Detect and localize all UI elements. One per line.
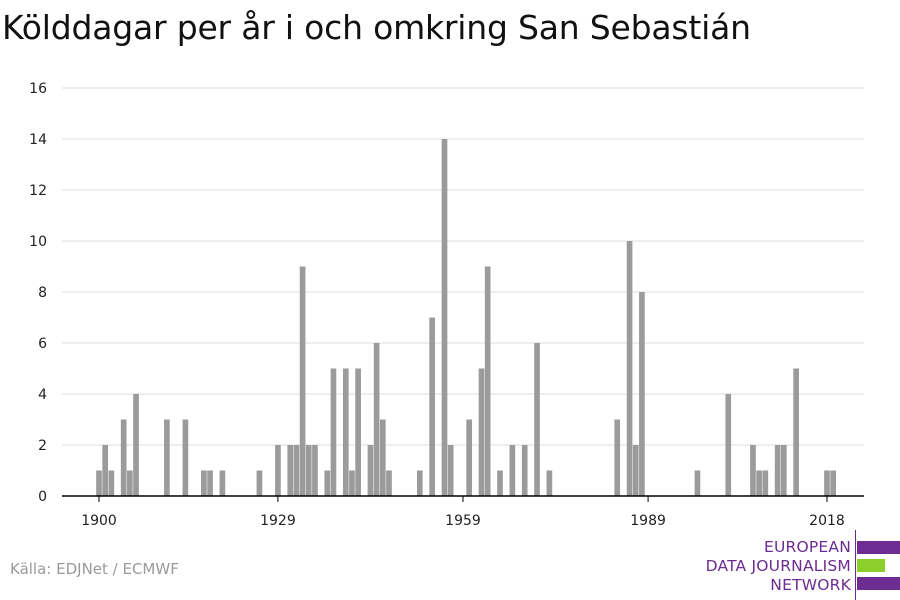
bar <box>349 470 355 496</box>
logo-text-line-2: DATA JOURNALISM <box>705 557 851 575</box>
bar <box>305 445 312 496</box>
bar <box>275 445 281 496</box>
bar <box>256 470 263 496</box>
bar <box>750 445 756 496</box>
bar <box>367 445 374 496</box>
bar <box>497 470 503 496</box>
bar <box>509 445 516 496</box>
bar <box>694 470 701 496</box>
y-tick-label: 0 <box>38 489 47 505</box>
bar <box>793 368 799 496</box>
x-tick-label: 1989 <box>630 513 666 529</box>
logo-bar-middle <box>857 559 885 572</box>
bar <box>546 470 553 496</box>
y-tick-label: 8 <box>38 285 47 301</box>
y-tick-label: 2 <box>38 438 47 454</box>
bar <box>478 368 485 496</box>
bar-chart: 0 2 4 6 8 10 12 14 16 1900 1929 1959 1989 2018 <box>29 81 864 529</box>
bar <box>824 470 830 496</box>
chart-title: Kölddagar per år i och omkring San Sebas… <box>2 8 751 47</box>
logo-text-line-3: NETWORK <box>770 576 851 594</box>
bar <box>201 470 207 496</box>
bar <box>299 266 306 496</box>
y-tick-label: 10 <box>29 234 47 250</box>
bar <box>447 445 454 496</box>
gridlines <box>62 87 864 446</box>
y-tick-label: 6 <box>38 336 47 352</box>
logo-text-line-1: EUROPEAN <box>763 538 851 556</box>
bar <box>293 445 300 496</box>
bar <box>484 266 491 496</box>
bar <box>725 394 732 496</box>
bar <box>762 470 769 496</box>
bar <box>626 241 633 496</box>
bar <box>133 394 139 496</box>
bar <box>386 470 392 496</box>
bars <box>96 139 836 496</box>
bar <box>287 445 294 496</box>
bar <box>756 470 762 496</box>
bar <box>342 368 349 496</box>
x-tick-label: 1959 <box>445 513 481 529</box>
bar <box>96 470 102 496</box>
bar <box>324 470 331 496</box>
bar <box>441 139 448 496</box>
y-tick-label: 16 <box>29 81 47 97</box>
bar <box>355 368 361 496</box>
bar <box>219 470 226 496</box>
source-note: Källa: EDJNet / ECMWF <box>10 560 179 578</box>
bar <box>127 470 133 496</box>
logo-divider <box>855 530 856 600</box>
x-tick-label: 1929 <box>260 513 296 529</box>
bar <box>416 470 423 496</box>
bar <box>774 445 781 496</box>
bar <box>614 419 621 496</box>
bar <box>830 470 836 496</box>
bar <box>164 419 170 496</box>
bar <box>102 445 109 496</box>
bar <box>632 445 639 496</box>
bar <box>639 292 645 496</box>
bar <box>182 419 189 496</box>
bar <box>780 445 787 496</box>
bar <box>120 419 127 496</box>
x-tick-label: 2018 <box>809 513 845 529</box>
bar <box>373 343 380 496</box>
bar <box>521 445 528 496</box>
bar <box>534 343 540 496</box>
axes: 0 2 4 6 8 10 12 14 16 1900 1929 1959 1989 2018 <box>29 81 864 529</box>
bar <box>466 419 473 496</box>
logo-bar-bottom <box>857 577 900 590</box>
x-tick-label: 1900 <box>81 513 117 529</box>
y-tick-label: 4 <box>38 387 47 403</box>
bar <box>429 317 435 496</box>
bar <box>312 445 318 496</box>
logo-bar-top <box>857 541 900 554</box>
bar <box>379 419 386 496</box>
bar <box>330 368 337 496</box>
bar <box>207 470 213 496</box>
edjnet-logo: EUROPEAN DATA JOURNALISM NETWORK <box>700 530 900 600</box>
bar <box>108 470 115 496</box>
y-tick-label: 14 <box>29 132 47 148</box>
y-tick-label: 12 <box>29 183 47 199</box>
